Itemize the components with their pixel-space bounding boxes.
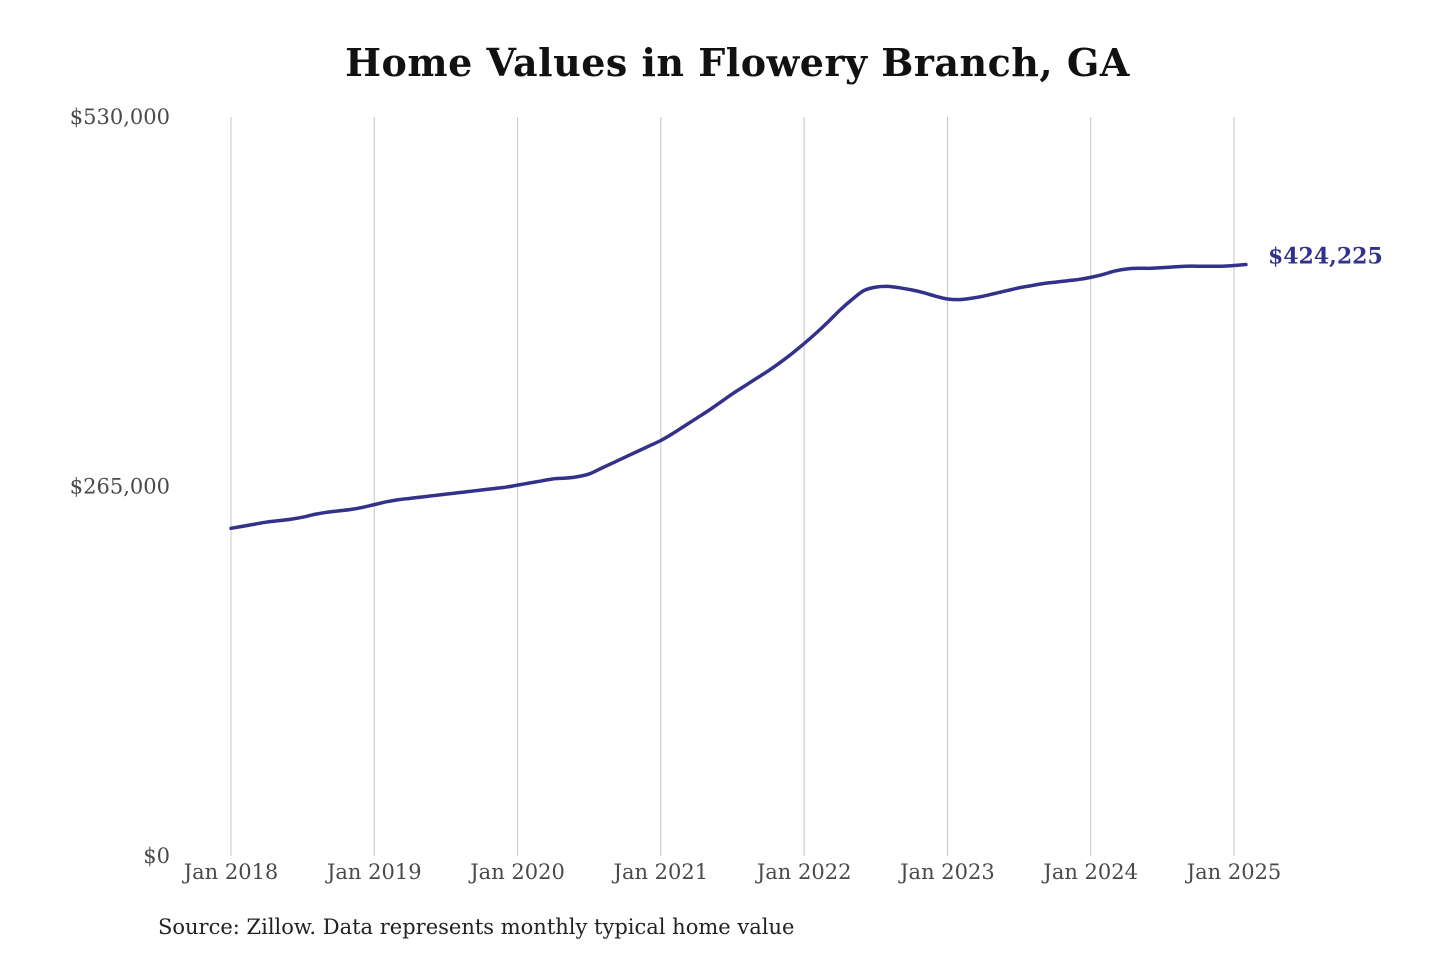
x-tick-label: Jan 2021 — [612, 860, 709, 884]
y-axis-ticks: $0 $265,000 $530,000 — [70, 105, 170, 868]
x-tick-label: Jan 2020 — [468, 860, 565, 884]
end-value-label: $424,225 — [1268, 243, 1383, 269]
y-tick-label: $0 — [143, 844, 170, 868]
y-tick-label: $265,000 — [70, 475, 170, 499]
x-tick-label: Jan 2022 — [755, 860, 852, 884]
series-layer — [229, 262, 1248, 531]
end-label-layer: $424,225 — [1268, 243, 1383, 269]
series-line — [229, 262, 1248, 531]
source-note: Source: Zillow. Data represents monthly … — [158, 915, 795, 939]
x-tick-label: Jan 2018 — [182, 860, 279, 884]
chart-title: Home Values in Flowery Branch, GA — [345, 40, 1130, 85]
x-axis-ticks: Jan 2018 Jan 2019 Jan 2020 Jan 2021 Jan 2022… — [182, 860, 1282, 884]
x-tick-label: Jan 2019 — [325, 860, 422, 884]
x-tick-label: Jan 2023 — [898, 860, 995, 884]
y-tick-label: $530,000 — [70, 105, 170, 129]
x-tick-label: Jan 2024 — [1041, 860, 1138, 884]
x-tick-label: Jan 2025 — [1185, 860, 1282, 884]
grid-lines — [230, 117, 1235, 856]
